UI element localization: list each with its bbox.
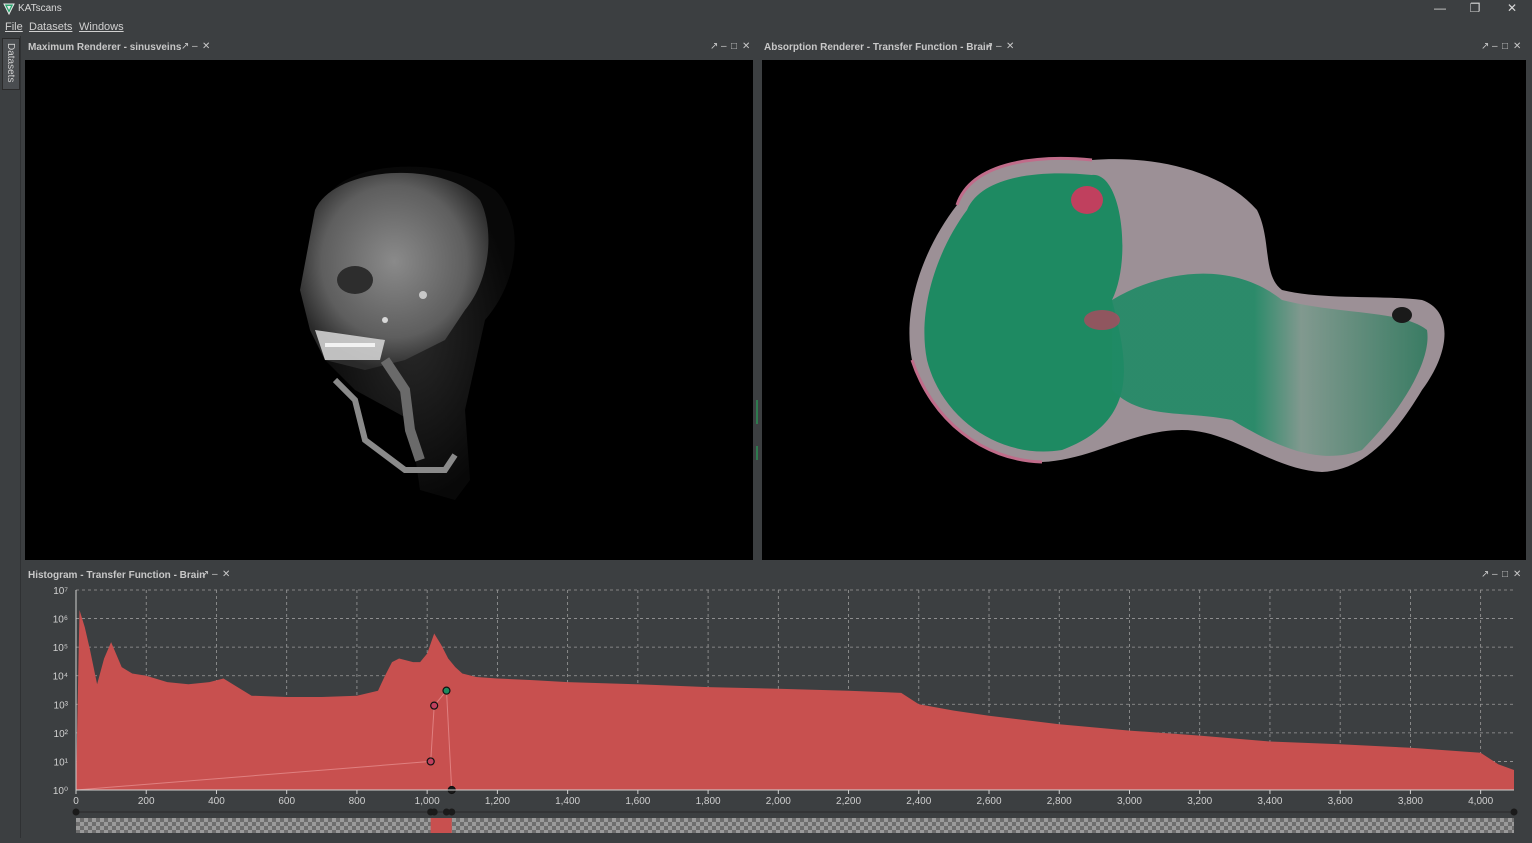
y-tick-label: 10⁶	[53, 615, 68, 626]
color-gradient-bar[interactable]	[76, 818, 1514, 833]
window-restore-button[interactable]: ❐	[1469, 1, 1481, 15]
x-ticks: 0 200 400 600 800 1,000 1,200 1,400 1,600 1,800 2,…	[73, 790, 1494, 807]
splitter-handle-top	[756, 400, 758, 424]
max-renderer-title: Maximum Renderer - sinusveins	[28, 42, 182, 53]
max-renderer-close-icon[interactable]: ✕	[202, 41, 211, 52]
x-tick-label: 2,800	[1047, 796, 1072, 807]
transfer-function-point[interactable]	[430, 701, 439, 710]
title-bar: KATscans — ❐ ✕	[0, 0, 1532, 18]
histogram-area[interactable]: 10⁰ 10¹ 10² 10³ 10⁴ 10⁵ 10⁶ 10⁷ 0 200 400 600 800 1,…	[24, 586, 1528, 838]
x-tick-label: 1,800	[696, 796, 721, 807]
max-renderer-maximize-icon[interactable]: □	[731, 41, 738, 52]
absorption-renderer-close-icon[interactable]: ✕	[1006, 41, 1015, 52]
histogram-maximize-icon[interactable]: □	[1502, 569, 1509, 580]
y-tick-label: 10⁵	[53, 643, 68, 654]
histogram-detach-icon[interactable]: ↗	[201, 569, 210, 580]
absorption-renderer-title: Absorption Renderer - Transfer Function …	[764, 42, 992, 53]
transfer-function-point[interactable]	[442, 686, 451, 695]
x-tick-label: 3,800	[1398, 796, 1423, 807]
color-stop-handle[interactable]	[1510, 808, 1518, 816]
transfer-function-layer[interactable]	[75, 686, 456, 795]
x-tick-label: 0	[73, 796, 79, 807]
x-tick-label: 4,000	[1468, 796, 1493, 807]
histogram-close-right-icon[interactable]: ✕	[1513, 569, 1522, 580]
menu-file[interactable]: File	[5, 21, 23, 33]
absorption-renderer-viewport[interactable]	[762, 60, 1526, 560]
max-renderer-detach-icon[interactable]: ↗	[181, 41, 190, 52]
histogram-close-icon[interactable]: ✕	[222, 569, 231, 580]
y-tick-label: 10¹	[54, 757, 69, 768]
max-renderer-viewport[interactable]	[25, 60, 753, 560]
y-tick-label: 10³	[54, 700, 69, 711]
histogram-title: Histogram - Transfer Function - Brain	[28, 570, 206, 581]
max-renderer-minimize-right-icon[interactable]: –	[721, 41, 727, 52]
x-tick-label: 600	[278, 796, 295, 807]
window-minimize-button[interactable]: —	[1434, 1, 1446, 15]
x-tick-label: 2,200	[836, 796, 861, 807]
x-tick-label: 200	[138, 796, 155, 807]
histogram-series-area	[76, 610, 1514, 790]
absorption-renderer-header: Absorption Renderer - Transfer Function …	[760, 38, 1528, 58]
datasets-side-tab-label: Datasets	[5, 43, 16, 83]
max-renderer-minimize-icon[interactable]: –	[192, 41, 198, 52]
histogram-detach-right-icon[interactable]: ↗	[1481, 569, 1490, 580]
menu-datasets[interactable]: Datasets	[29, 21, 73, 33]
app-title: KATscans	[18, 3, 62, 14]
head-slice-render	[909, 157, 1445, 472]
absorption-renderer-minimize-right-icon[interactable]: –	[1492, 41, 1498, 52]
histogram-minimize-right-icon[interactable]: –	[1492, 569, 1498, 580]
histogram-minimize-icon[interactable]: –	[212, 569, 218, 580]
max-renderer-close-right-icon[interactable]: ✕	[742, 41, 751, 52]
x-tick-label: 1,200	[485, 796, 510, 807]
histogram-chart[interactable]: 10⁰ 10¹ 10² 10³ 10⁴ 10⁵ 10⁶ 10⁷ 0 200 400 600 800 1,…	[24, 586, 1528, 838]
max-renderer-header: Maximum Renderer - sinusveins ↗ – ✕ ↗ – …	[24, 38, 754, 58]
color-stops[interactable]	[72, 808, 1518, 816]
window-close-button[interactable]: ✕	[1506, 1, 1518, 15]
y-tick-label: 10⁰	[53, 786, 68, 797]
absorption-renderer-close-right-icon[interactable]: ✕	[1513, 41, 1522, 52]
absorption-renderer-minimize-icon[interactable]: –	[996, 41, 1002, 52]
x-tick-label: 1,000	[415, 796, 440, 807]
datasets-side-tab[interactable]: Datasets	[2, 38, 20, 90]
menu-bar: File Datasets Windows	[0, 18, 1532, 36]
color-stop-handle[interactable]	[442, 808, 450, 816]
x-tick-label: 2,400	[906, 796, 931, 807]
splitter-handle-bottom	[756, 446, 758, 460]
absorption-renderer-detach-right-icon[interactable]: ↗	[1481, 41, 1490, 52]
y-tick-label: 10⁷	[53, 586, 68, 597]
menu-windows[interactable]: Windows	[79, 21, 124, 33]
y-tick-label: 10⁴	[53, 672, 68, 683]
absorption-renderer-detach-icon[interactable]: ↗	[985, 41, 994, 52]
y-tick-label: 10²	[54, 729, 69, 740]
histogram-header: Histogram - Transfer Function - Brain ↗ …	[24, 566, 1528, 586]
skull-render	[300, 166, 515, 501]
max-renderer-detach-right-icon[interactable]: ↗	[710, 41, 719, 52]
color-gradient-stripe	[430, 818, 452, 833]
vertical-splitter[interactable]	[754, 60, 760, 560]
y-ticks: 10⁰ 10¹ 10² 10³ 10⁴ 10⁵ 10⁶ 10⁷	[53, 586, 69, 797]
x-tick-label: 3,000	[1117, 796, 1142, 807]
x-tick-label: 400	[208, 796, 225, 807]
x-tick-label: 2,600	[977, 796, 1002, 807]
color-stop-handle[interactable]	[430, 808, 438, 816]
x-tick-label: 1,600	[625, 796, 650, 807]
side-dock-strip	[0, 36, 21, 838]
x-tick-label: 3,400	[1257, 796, 1282, 807]
app-logo-icon	[3, 3, 15, 15]
x-tick-label: 3,600	[1328, 796, 1353, 807]
x-tick-label: 3,200	[1187, 796, 1212, 807]
x-tick-label: 1,400	[555, 796, 580, 807]
absorption-renderer-maximize-icon[interactable]: □	[1502, 41, 1509, 52]
color-stop-handle[interactable]	[72, 808, 80, 816]
x-tick-label: 2,000	[766, 796, 791, 807]
transfer-function-point[interactable]	[426, 757, 435, 766]
x-tick-label: 800	[349, 796, 366, 807]
color-stop-handle[interactable]	[448, 808, 456, 816]
